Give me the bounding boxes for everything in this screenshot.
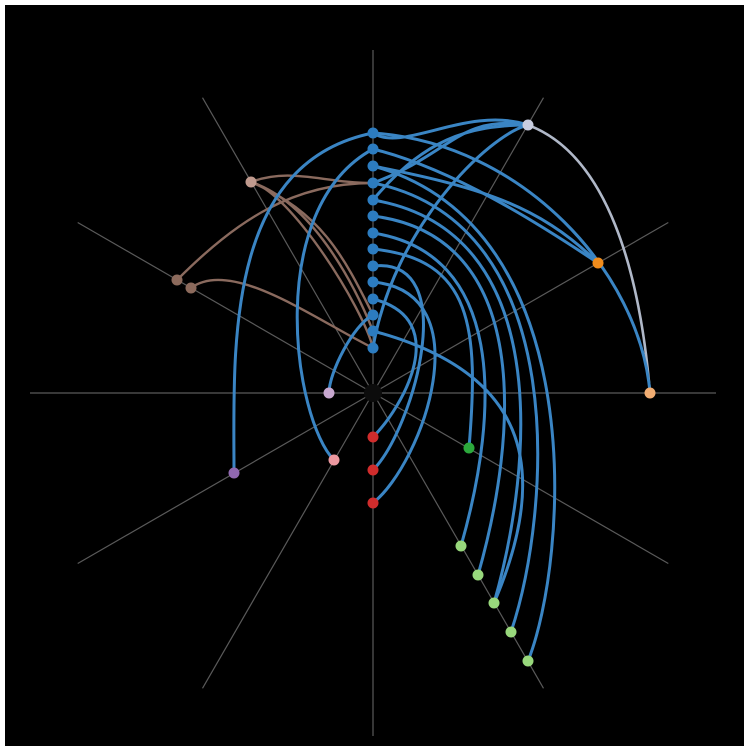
node-point <box>367 293 379 305</box>
link-line <box>526 123 652 395</box>
node-point <box>367 260 379 272</box>
node-point <box>455 540 467 552</box>
node-point <box>171 274 183 286</box>
axis-line <box>77 221 374 394</box>
node-point <box>367 127 379 139</box>
node-point <box>367 276 379 288</box>
link-line <box>371 131 652 395</box>
node-point <box>505 626 517 638</box>
node-point <box>488 597 500 609</box>
link-line <box>232 131 375 475</box>
node-point <box>323 387 335 399</box>
node-point <box>367 431 379 443</box>
node-point <box>367 160 379 172</box>
node-point <box>367 497 379 509</box>
node-point <box>367 309 379 321</box>
link-line <box>189 278 375 350</box>
center-hub <box>364 384 382 402</box>
link-line <box>371 118 530 140</box>
node-point <box>245 176 257 188</box>
link-line <box>371 231 487 548</box>
node-point <box>367 227 379 239</box>
link-line <box>327 313 375 395</box>
node-point <box>367 243 379 255</box>
nodes-group <box>171 119 656 667</box>
node-point <box>367 143 379 155</box>
link-line <box>249 180 375 317</box>
node-point <box>228 467 240 479</box>
link-line <box>371 164 600 265</box>
node-point <box>367 210 379 222</box>
link-line <box>371 147 600 265</box>
link-line <box>295 147 375 462</box>
node-point <box>367 464 379 476</box>
node-point <box>522 119 534 131</box>
node-point <box>367 194 379 206</box>
link-line <box>175 181 375 282</box>
link-line <box>371 329 525 605</box>
node-point <box>328 454 340 466</box>
axis-line <box>372 97 545 394</box>
axis-line <box>372 392 545 689</box>
node-point <box>522 655 534 667</box>
link-line <box>371 123 530 202</box>
link-line <box>249 180 375 333</box>
link-line <box>371 214 506 577</box>
node-point <box>472 569 484 581</box>
link-line <box>371 164 557 663</box>
axis-line <box>201 97 374 394</box>
node-point <box>367 325 379 337</box>
axis-line <box>77 392 374 565</box>
node-point <box>367 177 379 189</box>
link-line <box>371 181 540 634</box>
axis-line <box>201 392 374 689</box>
link-line <box>371 280 437 505</box>
node-point <box>367 342 379 354</box>
link-line <box>249 174 375 185</box>
node-point <box>463 442 475 454</box>
node-point <box>592 257 604 269</box>
link-line <box>371 297 418 439</box>
link-line <box>371 198 523 605</box>
links-group <box>175 118 652 663</box>
node-point <box>644 387 656 399</box>
link-line <box>371 247 474 450</box>
link-line <box>371 264 425 472</box>
axis-line <box>372 221 669 394</box>
node-point <box>185 282 197 294</box>
